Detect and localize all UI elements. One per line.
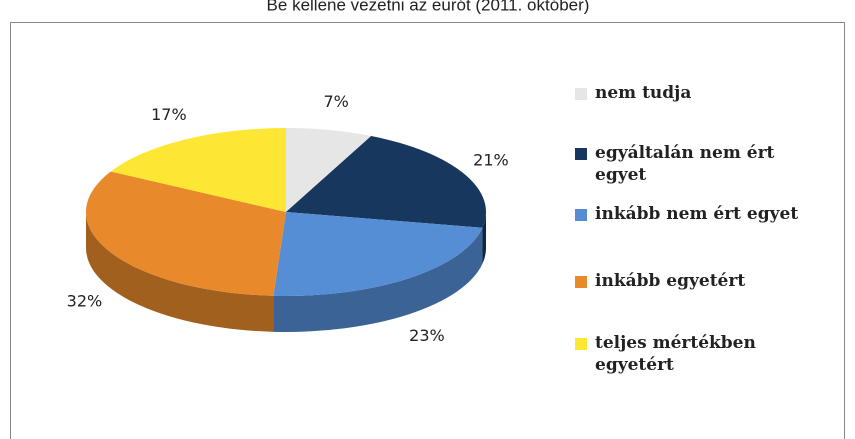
pie-side — [482, 212, 486, 264]
legend-item: inkább nem ért egyet — [575, 203, 855, 225]
legend-item: teljes mértékben egyetért — [575, 332, 795, 376]
legend-label: egyáltalán nem ért egyet — [595, 143, 775, 185]
data-label: 21% — [473, 151, 509, 170]
pie-slice — [85, 171, 286, 296]
legend-swatch — [575, 148, 587, 160]
data-label: 32% — [67, 291, 103, 310]
pie-slice — [110, 128, 286, 212]
legend-item: inkább egyetért — [575, 270, 855, 292]
legend-label: inkább egyetért — [595, 271, 746, 291]
legend-swatch — [575, 338, 587, 350]
legend-item: egyáltalán nem ért egyet — [575, 142, 795, 186]
chart-title: Be kellene vezetni az eurót (2011. októb… — [267, 0, 590, 14]
legend-swatch — [575, 276, 587, 288]
pie-side — [273, 227, 483, 333]
legend-swatch — [575, 88, 587, 100]
data-label: 17% — [151, 105, 187, 124]
legend-label: nem tudja — [595, 83, 692, 103]
data-label: 7% — [323, 92, 348, 111]
legend-label: inkább nem ért egyet — [595, 204, 799, 224]
pie-side — [86, 212, 274, 332]
pie-slice — [286, 135, 487, 228]
pie-slice — [273, 212, 483, 297]
legend-label: teljes mértékben egyetért — [595, 333, 756, 375]
pie-slice — [286, 128, 372, 212]
data-label: 23% — [409, 326, 445, 345]
legend-item: nem tudja — [575, 82, 855, 104]
legend-swatch — [575, 209, 587, 221]
